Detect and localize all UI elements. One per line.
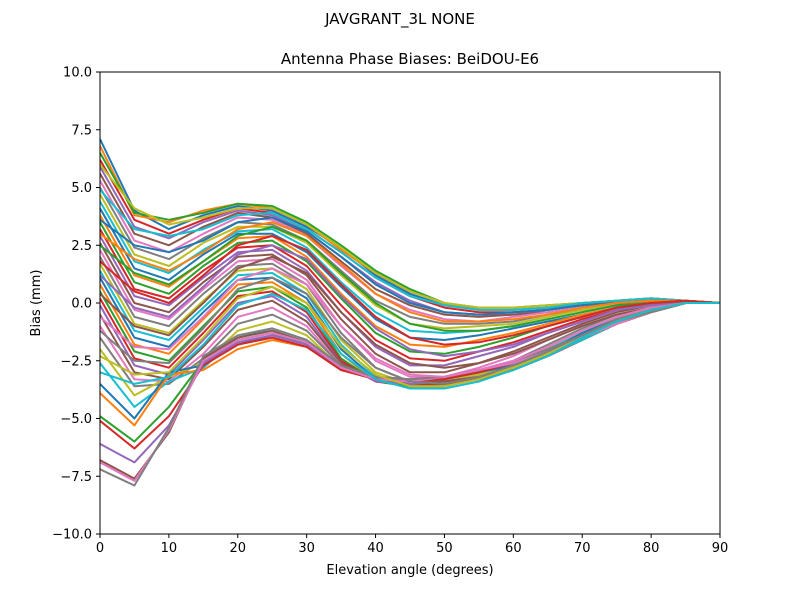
x-axis-label: Elevation angle (degrees) [326, 563, 493, 578]
figure-suptitle: JAVGRANT_3L NONE [324, 10, 475, 29]
x-tick-label: 30 [298, 541, 315, 556]
x-tick-label: 70 [574, 541, 591, 556]
x-tick-label: 50 [436, 541, 453, 556]
y-tick-label: −10.0 [52, 528, 92, 543]
x-tick-label: 40 [367, 541, 384, 556]
series-line-16 [100, 242, 720, 374]
y-tick-label: 7.5 [71, 123, 92, 138]
series-line-48 [100, 276, 720, 385]
x-tick-label: 80 [643, 541, 660, 556]
series-line-45 [100, 244, 720, 358]
x-tick-label: 10 [161, 541, 178, 556]
series-line-43 [100, 225, 720, 332]
y-axis-ticks: −10.0 −7.5 −5.0 −2.5 0.0 2.5 5.0 7.5 10.0 [52, 66, 100, 543]
series-line-40 [100, 189, 720, 311]
chart-title: Antenna Phase Biases: BeiDOU-E6 [281, 50, 539, 68]
series-line-42 [100, 221, 720, 323]
x-tick-label: 90 [712, 541, 729, 556]
x-tick-label: 0 [96, 541, 104, 556]
x-tick-label: 60 [505, 541, 522, 556]
series-line-47 [100, 267, 720, 378]
y-tick-label: 5.0 [71, 181, 92, 196]
series-lines [100, 138, 720, 487]
y-tick-label: 0.0 [71, 297, 92, 312]
x-tick-label: 20 [230, 541, 247, 556]
y-tick-label: −7.5 [60, 470, 92, 485]
y-axis-label: Bias (mm) [29, 270, 44, 337]
series-line-44 [100, 235, 720, 346]
y-tick-label: 10.0 [63, 66, 92, 81]
y-tick-label: −5.0 [60, 412, 92, 427]
y-tick-label: 2.5 [71, 239, 92, 254]
plot-area [99, 71, 721, 535]
x-axis-ticks: 0 10 20 30 40 50 60 70 80 90 [96, 534, 728, 556]
series-line-50 [100, 292, 720, 390]
y-tick-label: −2.5 [60, 354, 92, 369]
series-line-46 [100, 255, 720, 369]
